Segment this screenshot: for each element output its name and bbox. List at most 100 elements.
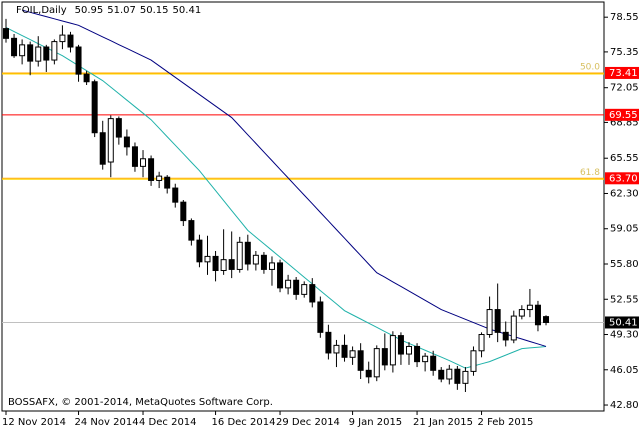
- price-box: [605, 316, 639, 329]
- candle-body: [83, 73, 90, 83]
- candle-body: [389, 335, 396, 366]
- header-value: 50.95: [75, 5, 104, 16]
- candle-body: [220, 259, 227, 272]
- level-label: 63.70: [609, 173, 638, 184]
- candle-body: [123, 136, 130, 148]
- candle-body: [51, 41, 58, 61]
- candle-body: [414, 345, 421, 363]
- candle-body: [349, 350, 356, 358]
- x-tick-label: 12 Nov 2014: [2, 417, 66, 428]
- candle-body: [59, 34, 66, 43]
- candle-body: [510, 315, 517, 341]
- level-label: 69.55: [609, 110, 638, 121]
- level-box: [605, 66, 639, 79]
- candle-body: [204, 255, 211, 263]
- candle-body: [35, 46, 42, 62]
- candle-body: [148, 158, 155, 181]
- candle-body: [309, 284, 316, 303]
- candle-body: [446, 368, 453, 380]
- level-box: [605, 172, 639, 185]
- candle-body: [373, 348, 380, 378]
- x-tick-label: 9 Jan 2015: [349, 417, 403, 428]
- candle-body: [381, 348, 388, 366]
- candle-body: [438, 369, 445, 380]
- candle-body: [196, 239, 203, 263]
- candle-body: [502, 331, 509, 341]
- candle-body: [252, 254, 259, 265]
- level-box: [605, 108, 639, 121]
- candle-body: [397, 335, 404, 355]
- y-tick-label: 55.80: [610, 259, 639, 270]
- candle-body: [486, 309, 493, 336]
- candle-body: [422, 355, 429, 363]
- candle-body: [107, 118, 114, 163]
- candle-body: [543, 316, 550, 323]
- candle-body: [317, 301, 324, 333]
- candle-body: [172, 187, 179, 203]
- y-tick-label: 72.05: [610, 83, 639, 94]
- y-tick-label: 49.30: [610, 330, 639, 341]
- y-tick-label: 75.35: [610, 47, 639, 58]
- moving-average: [21, 9, 547, 347]
- candle-body: [244, 241, 251, 265]
- moving-average: [5, 27, 547, 369]
- candle-body: [236, 241, 243, 270]
- candle-body: [3, 28, 9, 39]
- y-tick-label: 59.05: [610, 224, 639, 235]
- candle-body: [478, 334, 485, 352]
- y-tick-label: 42.80: [610, 400, 639, 411]
- y-tick-label: 46.05: [610, 365, 639, 376]
- x-tick-label: 29 Dec 2014: [276, 417, 340, 428]
- candle-body: [27, 44, 34, 62]
- candle-body: [260, 254, 267, 270]
- candle-body: [140, 158, 147, 167]
- candle-body: [365, 369, 372, 378]
- level-label: 73.41: [609, 68, 638, 79]
- candle-body: [333, 344, 340, 354]
- candle-body: [188, 220, 195, 241]
- x-tick-label: 21 Jan 2015: [413, 417, 473, 428]
- level-note: 50.0: [580, 62, 600, 72]
- candle-body: [470, 350, 477, 372]
- candle-body: [406, 345, 412, 355]
- candle-body: [180, 201, 187, 222]
- y-tick-label: 52.55: [610, 294, 639, 305]
- candle-body: [534, 304, 541, 326]
- candle-body: [341, 344, 348, 358]
- candle-body: [518, 309, 525, 317]
- candle-body: [164, 176, 171, 189]
- candle-body: [277, 262, 284, 289]
- candle-body: [228, 259, 235, 270]
- candle-body: [526, 304, 533, 311]
- candle-body: [285, 279, 292, 289]
- chart-layer: 50.0 61.8: [2, 9, 604, 393]
- candle-body: [11, 37, 18, 57]
- y-tick-label: 62.30: [610, 188, 639, 199]
- plot-area: [1, 1, 605, 412]
- candle-body: [212, 255, 219, 272]
- x-tick-label: 16 Dec 2014: [212, 417, 276, 428]
- candle-body: [430, 355, 437, 371]
- candle-body: [454, 368, 461, 384]
- chart-title: FOIL,Daily: [16, 5, 67, 16]
- header-value: 51.07: [107, 5, 136, 16]
- y-tick-label: 78.55: [610, 12, 639, 23]
- x-tick-label: 4 Dec 2014: [139, 417, 197, 428]
- candle-body: [268, 262, 275, 270]
- candle-body: [43, 46, 50, 61]
- candle-body: [462, 370, 469, 384]
- header-value: 50.15: [140, 5, 169, 16]
- y-tick-label: 65.55: [610, 153, 639, 164]
- header-value: 50.41: [173, 5, 202, 16]
- credit: BOSSAFX, © 2001-2014, MetaQuotes Softwar…: [8, 397, 273, 408]
- level-note: 61.8: [580, 168, 600, 178]
- candle-body: [131, 146, 138, 167]
- candle-body: [325, 331, 332, 354]
- price-label: 50.41: [609, 317, 638, 328]
- candle-body: [115, 118, 122, 138]
- candle-body: [91, 81, 98, 134]
- candle-body: [99, 132, 106, 165]
- candle-body: [156, 175, 163, 181]
